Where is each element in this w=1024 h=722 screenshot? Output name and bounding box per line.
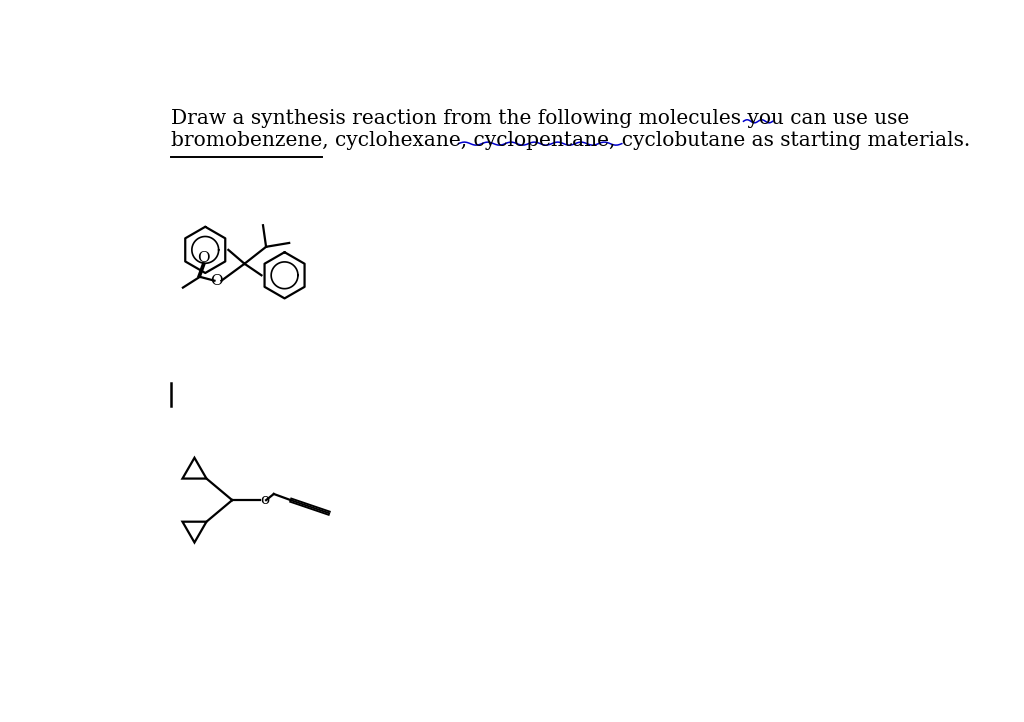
Text: O: O <box>210 274 222 289</box>
Text: bromobenzene, cyclohexane, cyclopentane, cyclobutane as starting materials.: bromobenzene, cyclohexane, cyclopentane,… <box>171 131 970 149</box>
Text: Draw a synthesis reaction from the following molecules you can use use: Draw a synthesis reaction from the follo… <box>171 109 909 128</box>
Text: o: o <box>261 493 269 507</box>
Text: O: O <box>197 251 209 266</box>
